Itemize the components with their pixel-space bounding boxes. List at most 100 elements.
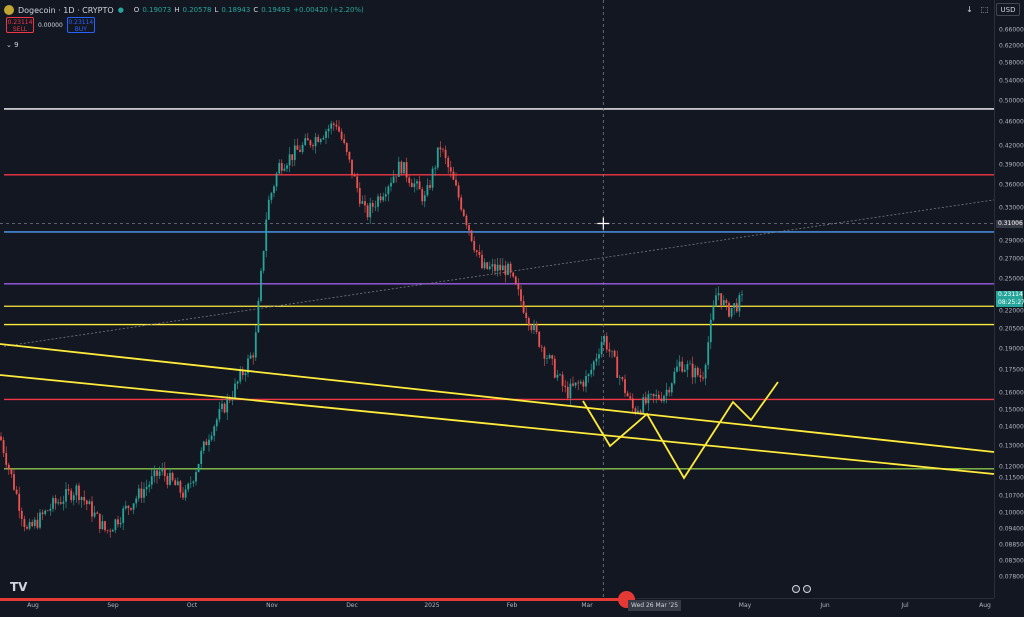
top-right-tools: ↓ ⬚: [964, 4, 990, 15]
candle-body: [33, 519, 36, 526]
candle-body: [65, 489, 67, 502]
candle-body: [10, 468, 13, 475]
candle-body: [109, 530, 112, 532]
candle-body: [496, 264, 499, 271]
candle-body: [738, 295, 741, 312]
candle-body: [501, 265, 504, 271]
candle-body: [114, 519, 117, 530]
us-flag-icon[interactable]: [803, 585, 811, 593]
time-tick-label: Aug: [979, 602, 991, 609]
us-flag-icon[interactable]: [792, 585, 800, 593]
candle-body: [579, 381, 582, 384]
download-icon[interactable]: ↓: [966, 5, 973, 14]
ohlc-open: 0.19073: [142, 6, 172, 14]
candle-body: [452, 171, 455, 180]
candle-body: [301, 144, 304, 152]
ohlc-close: 0.19493: [261, 6, 291, 14]
candle-body: [478, 251, 481, 255]
candle-body: [722, 300, 725, 306]
candle-body: [169, 472, 171, 485]
candle-body: [145, 486, 148, 490]
candle-body: [283, 168, 286, 171]
candle-body: [572, 383, 574, 386]
candle-body: [546, 358, 548, 359]
candle-body: [254, 332, 257, 358]
candle-body: [187, 483, 190, 490]
price-tick-label: 0.29000: [999, 237, 1024, 245]
candle-body: [78, 485, 80, 501]
candle-body: [631, 398, 634, 409]
candle-body: [556, 374, 559, 378]
price-tick-label: 0.16000: [999, 389, 1024, 397]
candle-body: [652, 393, 655, 397]
candle-body: [735, 303, 738, 312]
candle-body: [72, 495, 75, 501]
candle-body: [179, 481, 182, 493]
candle-body: [530, 325, 533, 331]
candle-body: [598, 354, 600, 359]
candle-body: [447, 157, 450, 168]
candle-body: [137, 488, 140, 499]
candle-body: [670, 383, 673, 393]
candle-body: [465, 215, 468, 226]
candle-body: [426, 185, 429, 196]
candle-body: [538, 331, 541, 347]
candle-body: [335, 124, 338, 127]
candle-body: [522, 301, 525, 313]
candle-body: [104, 521, 106, 531]
price-chart[interactable]: [0, 0, 994, 598]
candle-body: [88, 501, 91, 505]
candle-body: [244, 373, 247, 376]
buy-button[interactable]: 0.23114 BUY: [66, 17, 95, 33]
candle-body: [247, 358, 249, 374]
candle-body: [49, 508, 52, 511]
candle-body: [340, 131, 343, 140]
candle-body: [59, 502, 62, 504]
candle-body: [683, 369, 686, 372]
candle-body: [332, 123, 335, 125]
candle-body: [553, 358, 556, 378]
candle-body: [468, 225, 470, 231]
candle-body: [260, 270, 262, 301]
candle-body: [36, 519, 39, 528]
price-tick-label: 0.50000: [999, 97, 1024, 105]
candle-body: [712, 306, 715, 320]
time-tick-label: Jun: [820, 602, 830, 609]
candle-body: [559, 374, 561, 376]
candle-body: [603, 336, 606, 343]
candle-body: [702, 377, 704, 379]
candle-body: [439, 147, 442, 150]
candle-body: [202, 441, 205, 451]
candle-body: [0, 436, 2, 441]
candle-body: [413, 183, 416, 188]
candle-body: [730, 307, 733, 317]
time-tick-label: Mar: [581, 602, 593, 609]
candle-body: [98, 513, 101, 530]
candle-body: [150, 476, 153, 485]
candle-body: [195, 472, 197, 482]
fullscreen-icon[interactable]: ⬚: [980, 5, 989, 14]
candle-body: [249, 355, 252, 359]
video-progress-bar[interactable]: [0, 598, 626, 601]
symbol-title[interactable]: Dogecoin · 1D · CRYPTO: [18, 5, 114, 15]
candle-body: [704, 364, 707, 379]
candle-body: [655, 394, 658, 397]
candle-body: [304, 138, 307, 145]
chart-area[interactable]: [0, 0, 994, 598]
candle-body: [192, 481, 195, 484]
buy-label: BUY: [74, 26, 87, 33]
candle-body: [241, 370, 244, 376]
candle-body: [483, 262, 486, 269]
sell-button[interactable]: 0.23114 SELL: [6, 17, 34, 33]
indicators-toggle[interactable]: ⌄ 9: [6, 41, 19, 49]
candle-body: [67, 489, 70, 491]
candle-body: [124, 505, 127, 509]
ohlc-change: +0.00420 (+2.20%): [293, 6, 364, 14]
candle-body: [488, 266, 491, 269]
currency-selector[interactable]: USD: [996, 3, 1020, 16]
candle-body: [70, 490, 73, 501]
candle-body: [460, 197, 463, 210]
ohlc-values: O 0.19073 H 0.20578 L 0.18943 C 0.19493 +0.0…: [134, 6, 364, 14]
time-tick-label: 2025: [424, 602, 440, 609]
price-tick-label: 0.46000: [999, 118, 1024, 126]
